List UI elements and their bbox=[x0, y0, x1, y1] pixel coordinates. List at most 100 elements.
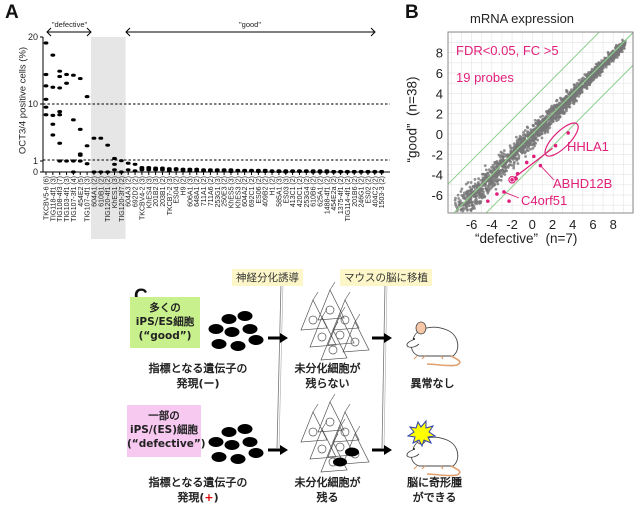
probe-point bbox=[496, 178, 500, 182]
arrow-right-icon bbox=[372, 445, 392, 455]
data-point bbox=[194, 169, 200, 173]
probe-point bbox=[469, 209, 473, 213]
probe-point bbox=[496, 182, 500, 186]
probe-point bbox=[467, 189, 471, 193]
data-point bbox=[50, 53, 56, 57]
x-tick-label: 1488-4f1 (2) bbox=[324, 176, 331, 214]
x-tick-label: TKCB7-2 (3) bbox=[167, 176, 174, 215]
group-label-defective: "defective" bbox=[51, 20, 88, 29]
data-point bbox=[262, 169, 268, 174]
data-point bbox=[64, 72, 69, 77]
significant-point bbox=[486, 199, 490, 203]
data-point bbox=[118, 159, 124, 163]
probe-point bbox=[548, 126, 552, 130]
arrowhead-icon bbox=[125, 27, 376, 37]
probe-point bbox=[512, 145, 516, 149]
undifferentiated-cell bbox=[333, 457, 347, 467]
probe-point bbox=[526, 149, 530, 153]
data-point bbox=[242, 169, 248, 173]
data-point bbox=[125, 168, 131, 172]
neuron-nucleus bbox=[335, 330, 345, 340]
probe-point bbox=[526, 130, 530, 134]
probe-point bbox=[533, 141, 537, 145]
probe-point bbox=[604, 63, 608, 67]
probe-point bbox=[509, 149, 513, 153]
probe-point bbox=[555, 98, 559, 102]
text-part: 発現( bbox=[177, 491, 205, 504]
probe-point bbox=[567, 92, 571, 96]
data-point bbox=[50, 113, 56, 117]
probe-point bbox=[539, 115, 542, 119]
defective-residual-text: 未分化細胞が 残る bbox=[290, 475, 365, 505]
data-point bbox=[310, 170, 316, 174]
neuron-process bbox=[321, 308, 328, 318]
data-point bbox=[358, 170, 364, 174]
probe-point bbox=[524, 155, 527, 158]
chart-b-xlabel: “defective” (n=7) bbox=[475, 231, 578, 246]
probe-point bbox=[559, 105, 563, 109]
data-point bbox=[160, 168, 165, 172]
data-point bbox=[153, 168, 159, 172]
defective-outcome-text: 脳に奇形腫 ができる bbox=[402, 475, 467, 505]
probe-point bbox=[557, 112, 560, 116]
text-line: 発現(+) bbox=[138, 490, 258, 505]
probe-point bbox=[558, 110, 561, 113]
data-point bbox=[249, 169, 254, 173]
probe-point bbox=[480, 172, 484, 176]
x-tick-label: 604A1 (2) bbox=[91, 176, 98, 207]
probe-point bbox=[612, 55, 616, 59]
neuron-process bbox=[339, 418, 346, 428]
neuron-outline bbox=[309, 428, 337, 460]
x-tick-label: TIG108-4f3 (7) bbox=[57, 176, 64, 222]
y-tick-label: 0 bbox=[436, 127, 443, 142]
data-point bbox=[201, 169, 206, 173]
probe-point bbox=[615, 56, 619, 59]
stem-cell bbox=[242, 437, 258, 447]
x-tick-label: 201B6 (2) bbox=[352, 176, 359, 207]
probe-point bbox=[565, 88, 568, 92]
probe-point bbox=[607, 62, 611, 66]
x-tick-label: 1503-3 (2) bbox=[379, 176, 386, 208]
probe-point bbox=[494, 160, 498, 164]
data-point bbox=[71, 118, 76, 122]
hhla1-ellipse bbox=[544, 122, 579, 157]
probe-point bbox=[593, 75, 596, 79]
highlight-circle bbox=[508, 175, 516, 184]
y-tick-label: 2 bbox=[436, 107, 443, 122]
data-point bbox=[173, 168, 179, 172]
probe-point bbox=[552, 105, 556, 109]
step-label-differentiation: 神経分化誘導 bbox=[232, 269, 303, 286]
probe-point bbox=[536, 138, 540, 142]
neuron-outline bbox=[327, 314, 355, 346]
probe-point bbox=[595, 62, 599, 66]
probe-point bbox=[562, 111, 566, 115]
probe-point bbox=[574, 93, 578, 97]
plot-border bbox=[447, 31, 634, 214]
x-tick-label: 201B2 (3) bbox=[153, 176, 160, 207]
x-tick-label: ES04 (2) bbox=[174, 176, 181, 204]
neuron-nucleus bbox=[350, 337, 360, 347]
data-point bbox=[303, 169, 309, 174]
gene-label: ABHD12B bbox=[553, 176, 612, 191]
probe-point bbox=[595, 71, 599, 74]
probe-point bbox=[523, 144, 527, 147]
x-tick-label: ES03 (3) bbox=[283, 176, 290, 204]
data-point bbox=[180, 168, 186, 172]
data-point bbox=[132, 162, 138, 166]
neuron-process bbox=[332, 433, 339, 443]
data-point bbox=[187, 169, 193, 173]
neuron-nucleus bbox=[308, 427, 318, 437]
neuron-outline bbox=[309, 316, 337, 348]
probe-point bbox=[500, 174, 504, 178]
arrowhead-icon bbox=[46, 27, 92, 37]
x-tick-label: 625A1 (2) bbox=[318, 176, 325, 207]
chart-b-count-annotation: 19 probes bbox=[456, 70, 514, 85]
data-point bbox=[112, 156, 117, 161]
probe-point bbox=[531, 146, 535, 150]
x-tick-label: 404C2 (2) bbox=[372, 176, 379, 207]
probe-point bbox=[575, 81, 579, 85]
y-tick-label: 0 bbox=[33, 167, 38, 177]
neuron-process bbox=[344, 403, 351, 413]
probe-point bbox=[512, 162, 516, 165]
significant-point bbox=[510, 177, 514, 182]
